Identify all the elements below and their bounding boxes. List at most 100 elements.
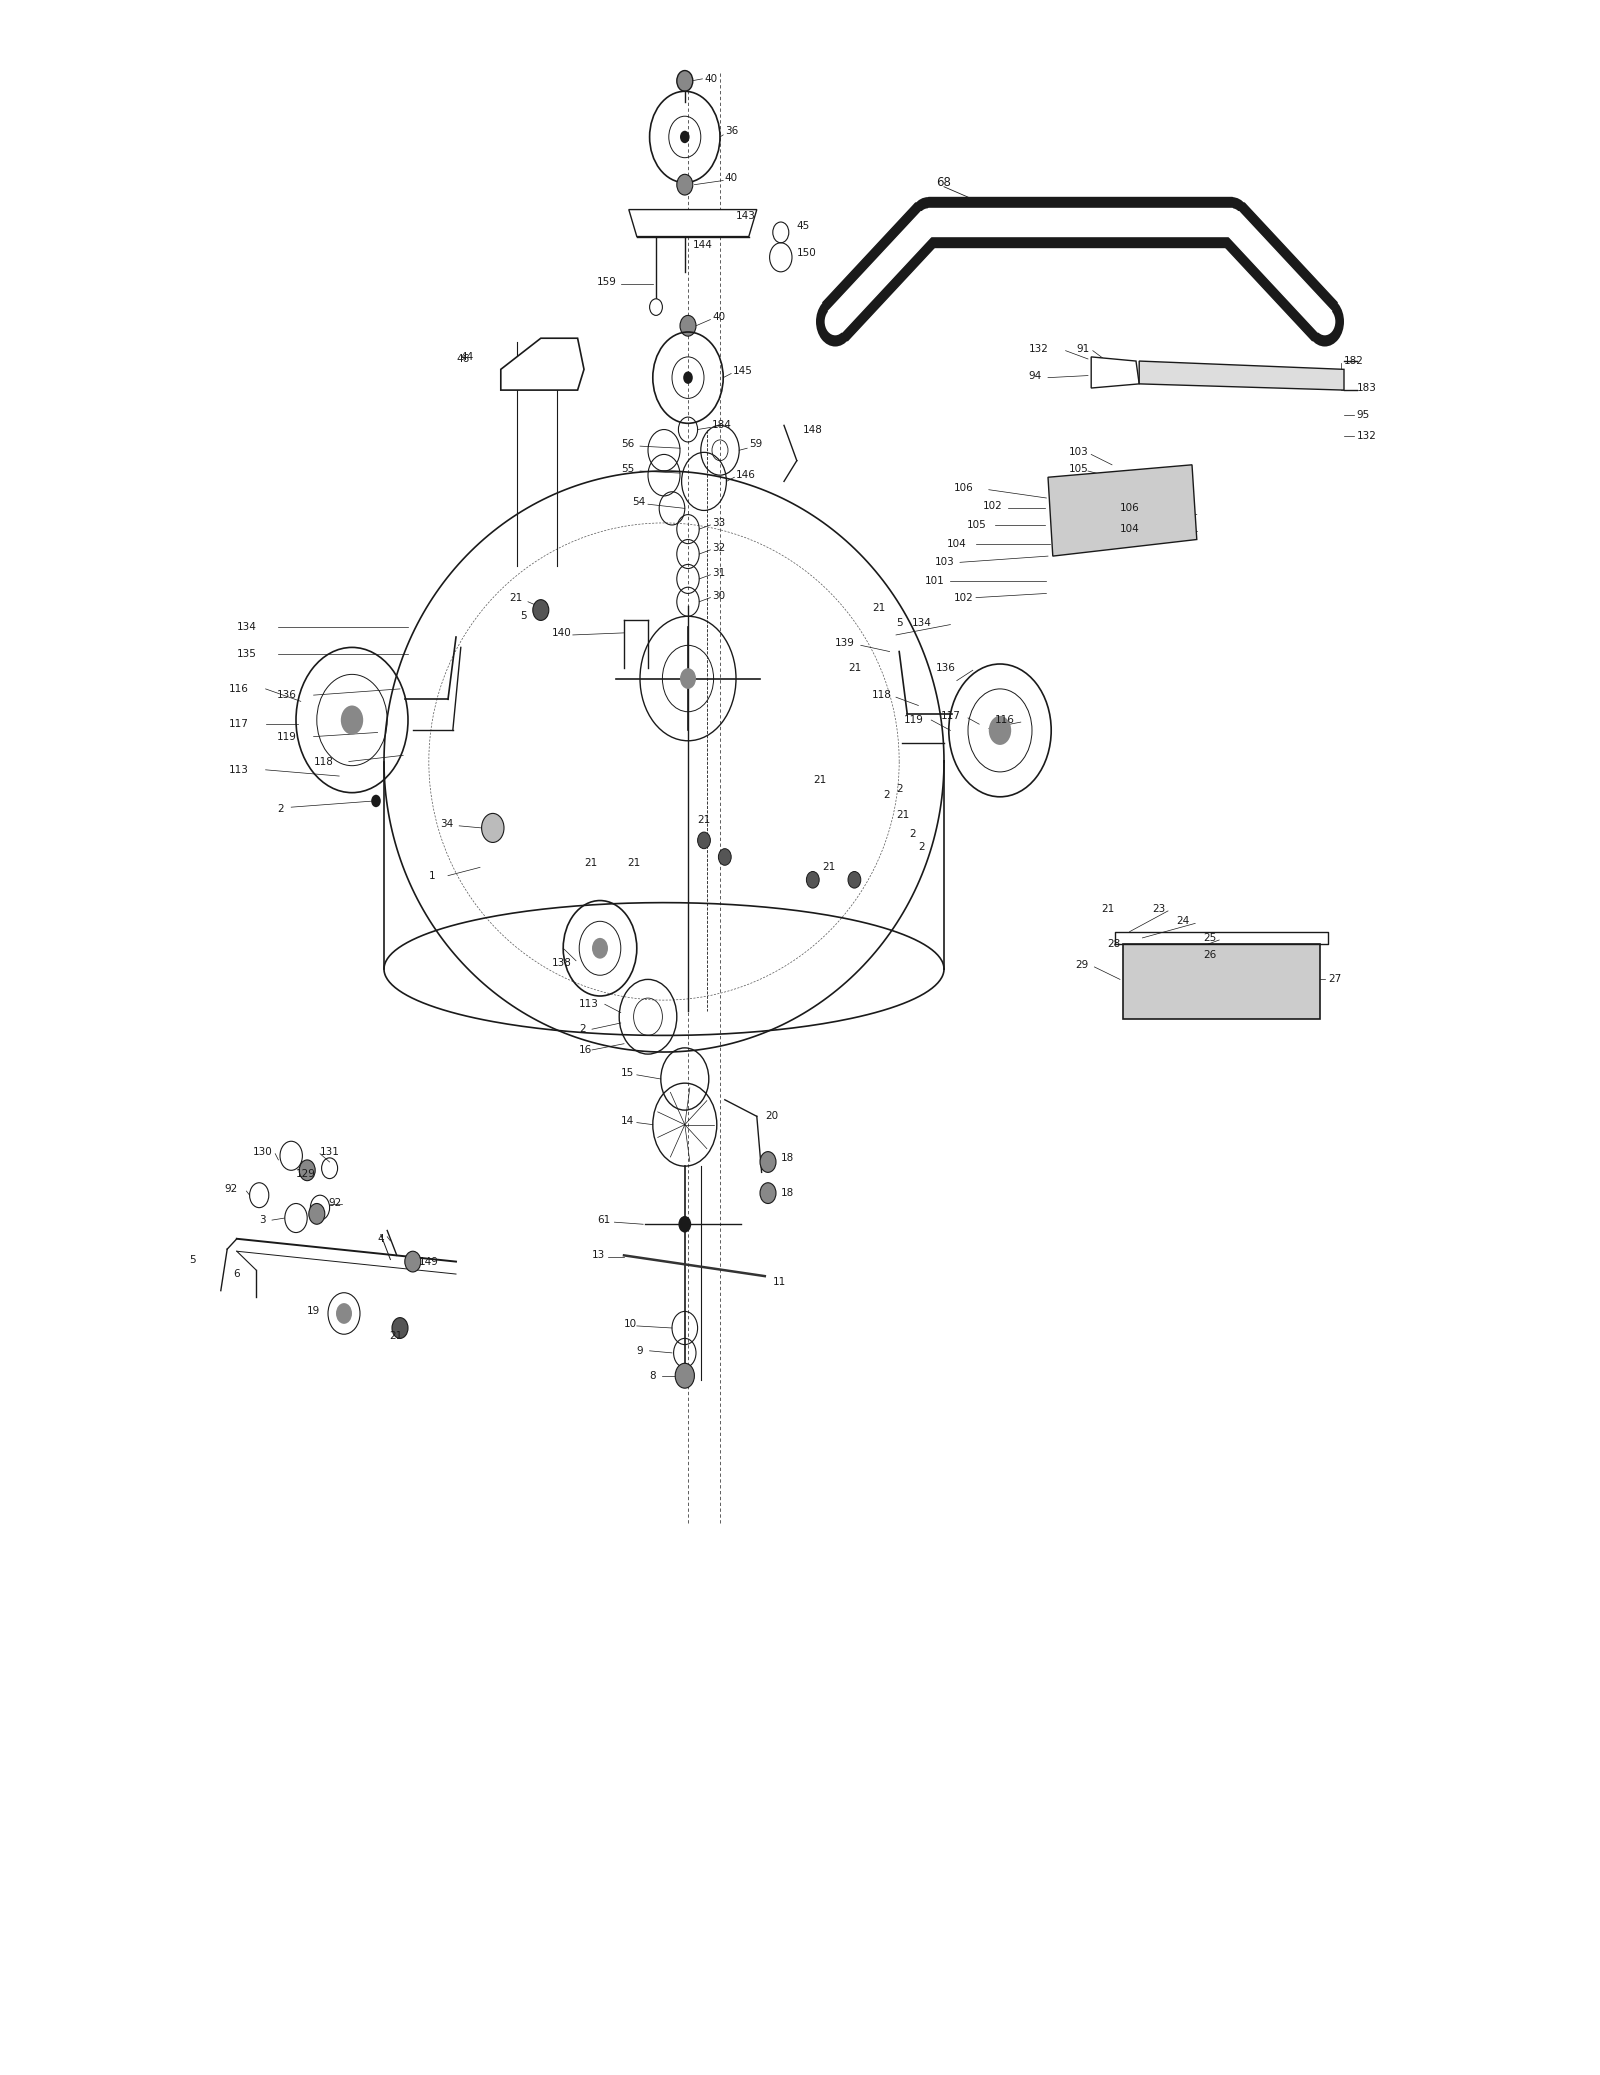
Text: 106: 106 bbox=[954, 483, 973, 492]
Circle shape bbox=[718, 849, 731, 865]
Text: 20: 20 bbox=[765, 1112, 778, 1120]
Circle shape bbox=[299, 1160, 315, 1181]
Text: 2: 2 bbox=[909, 830, 915, 838]
Circle shape bbox=[336, 1303, 352, 1324]
Text: 118: 118 bbox=[314, 757, 333, 766]
Text: 182: 182 bbox=[1344, 357, 1363, 365]
Text: 119: 119 bbox=[277, 732, 296, 741]
Text: 34: 34 bbox=[440, 820, 453, 828]
Text: 1: 1 bbox=[429, 872, 435, 880]
Text: 117: 117 bbox=[229, 720, 248, 728]
Text: 2: 2 bbox=[277, 805, 283, 813]
Text: 139: 139 bbox=[835, 639, 854, 647]
Circle shape bbox=[677, 71, 693, 91]
Circle shape bbox=[677, 174, 693, 195]
Text: 40: 40 bbox=[725, 174, 738, 183]
Circle shape bbox=[680, 668, 696, 689]
Circle shape bbox=[806, 872, 819, 888]
Text: 55: 55 bbox=[621, 465, 634, 473]
Text: 18: 18 bbox=[781, 1154, 794, 1162]
Text: 9: 9 bbox=[637, 1347, 643, 1355]
Text: 91: 91 bbox=[1077, 344, 1090, 353]
Text: 61: 61 bbox=[597, 1216, 610, 1224]
Text: 102: 102 bbox=[982, 502, 1002, 510]
Text: 117: 117 bbox=[941, 712, 960, 720]
Text: 16: 16 bbox=[579, 1046, 592, 1054]
Text: 101: 101 bbox=[925, 577, 944, 585]
Text: 11: 11 bbox=[773, 1278, 786, 1286]
Polygon shape bbox=[501, 338, 584, 390]
Text: 21: 21 bbox=[822, 863, 835, 871]
Text: 134: 134 bbox=[912, 618, 931, 627]
Circle shape bbox=[341, 706, 363, 735]
Text: 113: 113 bbox=[579, 1000, 598, 1008]
Circle shape bbox=[371, 795, 381, 807]
Polygon shape bbox=[1226, 212, 1331, 332]
Text: 40: 40 bbox=[712, 313, 725, 322]
Text: 136: 136 bbox=[277, 691, 296, 699]
Circle shape bbox=[675, 1363, 694, 1388]
Circle shape bbox=[1306, 297, 1344, 347]
Polygon shape bbox=[928, 197, 1232, 247]
Circle shape bbox=[285, 1204, 307, 1233]
Circle shape bbox=[392, 1318, 408, 1338]
Text: 21: 21 bbox=[584, 859, 597, 867]
Text: 21: 21 bbox=[389, 1332, 402, 1340]
Text: 6: 6 bbox=[234, 1270, 240, 1278]
Text: 95: 95 bbox=[1357, 411, 1370, 419]
Text: 135: 135 bbox=[237, 649, 256, 658]
Text: 131: 131 bbox=[320, 1147, 339, 1156]
Text: 145: 145 bbox=[733, 367, 752, 376]
Text: 183: 183 bbox=[1357, 384, 1376, 392]
Text: 144: 144 bbox=[693, 241, 712, 249]
Circle shape bbox=[698, 832, 710, 849]
Text: 10: 10 bbox=[624, 1320, 637, 1328]
Text: 15: 15 bbox=[621, 1069, 634, 1077]
Text: 132: 132 bbox=[1029, 344, 1048, 353]
Text: 21: 21 bbox=[627, 859, 640, 867]
Circle shape bbox=[760, 1152, 776, 1172]
Text: 184: 184 bbox=[712, 421, 731, 430]
Circle shape bbox=[909, 197, 947, 247]
Circle shape bbox=[533, 600, 549, 620]
Text: 94: 94 bbox=[1029, 371, 1042, 380]
Text: 59: 59 bbox=[749, 440, 762, 448]
Circle shape bbox=[760, 1183, 776, 1204]
Text: 132: 132 bbox=[1357, 432, 1376, 440]
Text: 138: 138 bbox=[552, 959, 571, 967]
Circle shape bbox=[309, 1204, 325, 1224]
Text: 5: 5 bbox=[520, 612, 526, 620]
Text: 159: 159 bbox=[597, 278, 616, 286]
Text: 149: 149 bbox=[419, 1257, 438, 1266]
Text: 106: 106 bbox=[1120, 504, 1139, 513]
Circle shape bbox=[650, 299, 662, 315]
Text: 5: 5 bbox=[189, 1255, 195, 1264]
Text: 130: 130 bbox=[253, 1147, 272, 1156]
Text: 21: 21 bbox=[698, 815, 710, 824]
Circle shape bbox=[482, 813, 504, 842]
Circle shape bbox=[592, 938, 608, 959]
Polygon shape bbox=[1091, 357, 1139, 388]
Polygon shape bbox=[1219, 203, 1338, 340]
Text: 21: 21 bbox=[813, 776, 826, 784]
Circle shape bbox=[848, 872, 861, 888]
Text: 21: 21 bbox=[848, 664, 861, 672]
Polygon shape bbox=[1139, 361, 1344, 390]
Text: 8: 8 bbox=[650, 1372, 656, 1380]
Text: 19: 19 bbox=[307, 1307, 320, 1316]
Text: 105: 105 bbox=[966, 521, 986, 529]
Circle shape bbox=[1314, 307, 1336, 336]
Circle shape bbox=[680, 131, 690, 143]
Text: 68: 68 bbox=[936, 176, 950, 189]
Text: 150: 150 bbox=[797, 249, 816, 257]
Text: 27: 27 bbox=[1328, 975, 1341, 984]
Text: 129: 129 bbox=[296, 1170, 315, 1179]
Text: 118: 118 bbox=[872, 691, 891, 699]
Text: 21: 21 bbox=[509, 593, 522, 602]
Text: 116: 116 bbox=[229, 685, 248, 693]
Polygon shape bbox=[1048, 465, 1197, 556]
Text: 21: 21 bbox=[1101, 905, 1114, 913]
Text: 29: 29 bbox=[1075, 961, 1088, 969]
Text: 25: 25 bbox=[1203, 934, 1216, 942]
Circle shape bbox=[1213, 197, 1251, 247]
